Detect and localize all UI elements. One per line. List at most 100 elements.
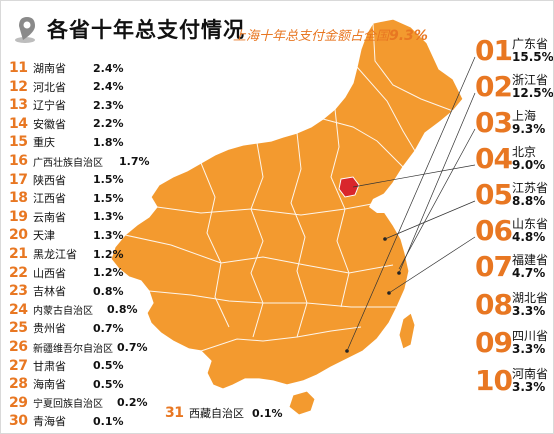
- share-value: 1.5%: [93, 173, 124, 187]
- province-name: 山东省: [512, 217, 549, 231]
- share-value: 4.8%: [512, 230, 546, 244]
- province-name: 湖南省: [33, 62, 66, 75]
- province-name: 云南省: [33, 210, 66, 224]
- share-value: 0.8%: [107, 303, 138, 317]
- rank-number: 17: [9, 171, 28, 188]
- subtitle-value: 9.3%: [389, 28, 428, 44]
- rank-row: 20 天津 1.3%: [9, 226, 124, 244]
- rank-number: 31: [165, 405, 184, 421]
- rank-number: 30: [9, 413, 28, 430]
- top-rank-row: 06 山东省 4.8%: [475, 213, 553, 253]
- rank-number: 15: [9, 134, 28, 151]
- rank-row: 25 贵州省 0.7%: [9, 319, 124, 337]
- rank-number: 07: [475, 250, 513, 283]
- share-value: 0.7%: [93, 321, 124, 335]
- taiwan-island-shape: [398, 312, 416, 350]
- share-value: 2.4%: [93, 61, 124, 75]
- rank-row: 26 新疆维吾尔自治区 0.7%: [9, 338, 148, 356]
- share-value: 1.2%: [93, 266, 124, 280]
- rank-number: 22: [9, 264, 28, 281]
- share-value: 1.5%: [93, 191, 124, 205]
- rank-row: 18 江西省 1.5%: [9, 189, 124, 207]
- bohai-sea-shape: [369, 193, 393, 213]
- rank-row: 28 海南省 0.5%: [9, 375, 124, 393]
- beijing-highlight-shape: [338, 176, 360, 198]
- share-value: 12.5%: [512, 86, 554, 100]
- rank-number: 04: [475, 142, 513, 175]
- rank-number: 08: [475, 288, 513, 321]
- rank-number: 24: [9, 301, 28, 318]
- top-rank-row: 07 福建省 4.7%: [475, 249, 553, 289]
- province-name: 江苏省: [512, 181, 549, 195]
- title-row: 各省十年总支付情况: [13, 9, 245, 49]
- rank-number: 09: [475, 326, 513, 359]
- top-rank-row: 05 江苏省 8.8%: [475, 177, 553, 217]
- rank-row: 29 宁夏回族自治区 0.2%: [9, 394, 148, 412]
- rank-number: 05: [475, 178, 513, 211]
- share-value: 8.8%: [512, 194, 546, 208]
- rank-number: 19: [9, 208, 28, 225]
- rank-number: 23: [9, 283, 28, 300]
- top-rank-row: 04 北京 9.0%: [475, 141, 553, 181]
- province-name: 贵州省: [33, 322, 66, 336]
- rank-row: 24 内蒙古自治区 0.8%: [9, 301, 138, 319]
- share-value: 1.8%: [93, 135, 124, 149]
- rank-number: 01: [475, 34, 513, 67]
- top-rank-row: 02 浙江省 12.5%: [475, 69, 554, 109]
- share-value: 9.3%: [512, 122, 546, 136]
- top-rank-row: 09 四川省 3.3%: [475, 325, 553, 365]
- province-borders: [124, 22, 454, 352]
- rank-row: 15 重庆 1.8%: [9, 133, 124, 151]
- province-name: 海南省: [33, 378, 66, 392]
- leader-lines: [346, 56, 476, 352]
- rank-number: 12: [9, 78, 28, 95]
- rank-number: 29: [9, 394, 28, 411]
- province-name: 重庆: [33, 136, 55, 150]
- top-rank-row: 01 广东省 15.5%: [475, 33, 553, 73]
- rank-number: 13: [9, 97, 28, 114]
- rank-row: 14 安徽省 2.2%: [9, 115, 124, 133]
- share-value: 3.3%: [512, 304, 546, 318]
- subtitle: 上海十年总支付金额占全国9.3%: [233, 25, 428, 44]
- rank-number: 14: [9, 115, 28, 132]
- rank-row: 30 青海省 0.1%: [9, 412, 124, 430]
- rank-number: 20: [9, 227, 28, 244]
- share-value: 1.2%: [93, 247, 124, 261]
- rank-number: 02: [475, 70, 513, 103]
- rank-number: 25: [9, 320, 28, 337]
- province-name: 甘肃省: [33, 359, 66, 373]
- province-name: 北京: [512, 145, 537, 159]
- province-name: 内蒙古自治区: [33, 306, 93, 318]
- province-name: 辽宁省: [33, 99, 66, 113]
- rank-row: 23 吉林省 0.8%: [9, 282, 124, 300]
- rank-number: 10: [475, 364, 513, 397]
- rank-number: 06: [475, 214, 513, 247]
- share-value: 4.7%: [512, 266, 546, 280]
- rank-row: 19 云南省 1.3%: [9, 208, 124, 226]
- province-name: 新疆维吾尔自治区: [33, 343, 113, 355]
- share-value: 0.5%: [93, 359, 124, 373]
- rank-number: 18: [9, 190, 28, 207]
- rank-row: 21 黑龙江省 1.2%: [9, 245, 124, 263]
- share-value: 1.3%: [93, 210, 124, 224]
- province-name: 黑龙江省: [33, 248, 77, 261]
- province-name: 浙江省: [512, 73, 549, 87]
- province-name: 安徽省: [33, 117, 66, 131]
- province-name: 上海: [512, 109, 537, 123]
- province-name: 江西省: [33, 192, 66, 206]
- province-name: 陕西省: [33, 173, 66, 187]
- rank-row: 12 河北省 2.4%: [9, 78, 124, 96]
- share-value: 0.1%: [93, 414, 124, 428]
- share-value: 2.2%: [93, 117, 124, 131]
- province-name: 湖北省: [512, 291, 549, 305]
- rank-row: 11 湖南省 2.4%: [9, 59, 124, 77]
- rank-row: 22 山西省 1.2%: [9, 264, 124, 282]
- share-value: 9.0%: [512, 158, 546, 172]
- province-name: 山西省: [33, 266, 66, 280]
- province-name: 宁夏回族自治区: [33, 399, 103, 411]
- share-value: 0.7%: [117, 340, 148, 354]
- province-name: 吉林省: [33, 285, 66, 299]
- share-value: 0.8%: [93, 284, 124, 298]
